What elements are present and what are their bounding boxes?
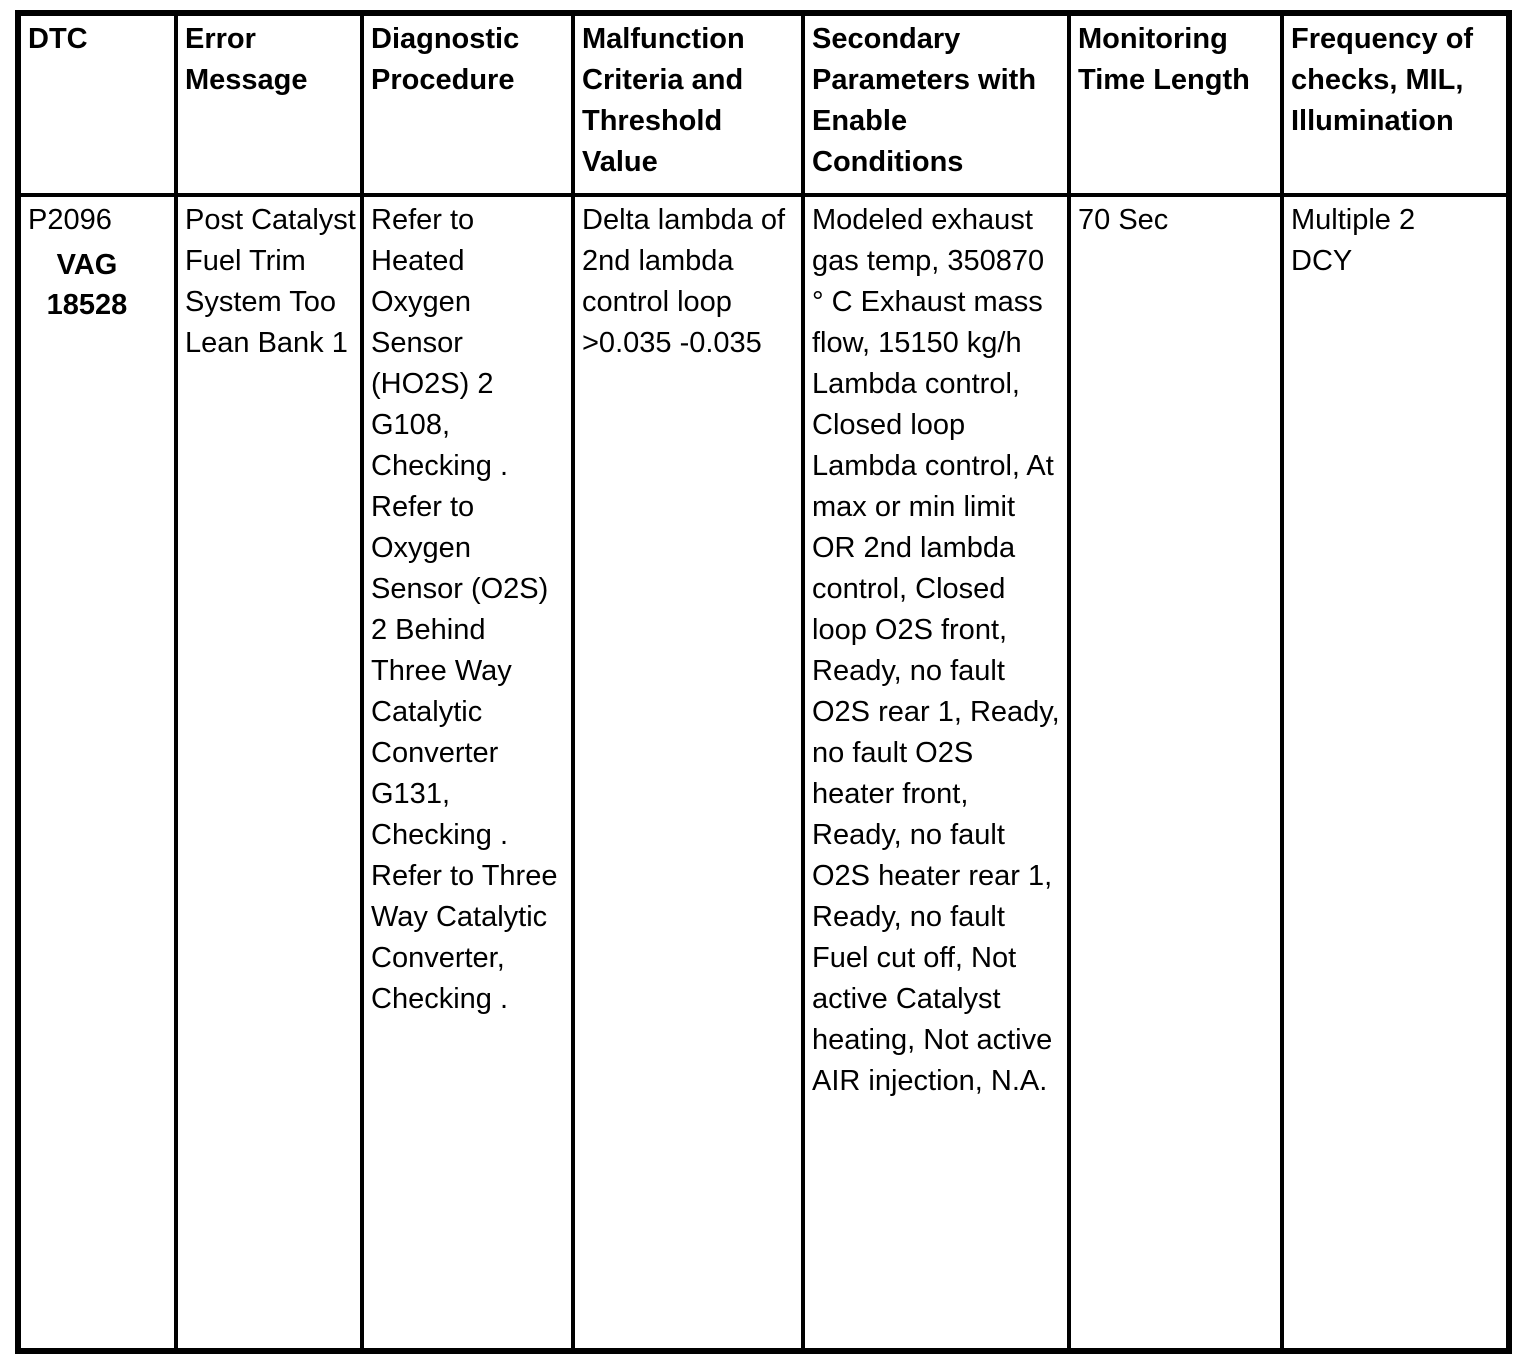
header-malfunction-criteria: Malfunction Criteria and Threshold Value — [571, 11, 805, 197]
data-row: P2096 VAG 18528 Post Catalyst Fuel Trim … — [16, 193, 1511, 1353]
header-frequency: Frequency of checks, MIL, Illumination — [1280, 11, 1511, 197]
cell-frequency: Multiple 2 DCY — [1280, 193, 1511, 1353]
cell-diagnostic-procedure: Refer to Heated Oxygen Sensor (HO2S) 2 G… — [360, 193, 575, 1353]
header-monitoring-time: Monitoring Time Length — [1067, 11, 1284, 197]
header-diagnostic-procedure: Diagnostic Procedure — [360, 11, 575, 197]
header-dtc: DTC — [16, 11, 178, 197]
cell-monitoring-time: 70 Sec — [1067, 193, 1284, 1353]
header-error-message: Error Message — [174, 11, 364, 197]
dtc-vag-code: VAG 18528 — [46, 249, 128, 321]
header-secondary-parameters: Secondary Parameters with Enable Conditi… — [801, 11, 1071, 197]
header-row: DTC Error Message Diagnostic Procedure M… — [16, 11, 1511, 197]
cell-malfunction-criteria: Delta lambda of 2nd lambda control loop … — [571, 193, 805, 1353]
cell-dtc: P2096 VAG 18528 — [16, 193, 178, 1353]
cell-secondary-parameters: Modeled exhaust gas temp, 350870 ° C Exh… — [801, 193, 1071, 1353]
dtc-code: P2096 — [28, 204, 112, 236]
dtc-table: DTC Error Message Diagnostic Procedure M… — [15, 10, 1512, 1354]
cell-error-message: Post Catalyst Fuel Trim System Too Lean … — [174, 193, 364, 1353]
